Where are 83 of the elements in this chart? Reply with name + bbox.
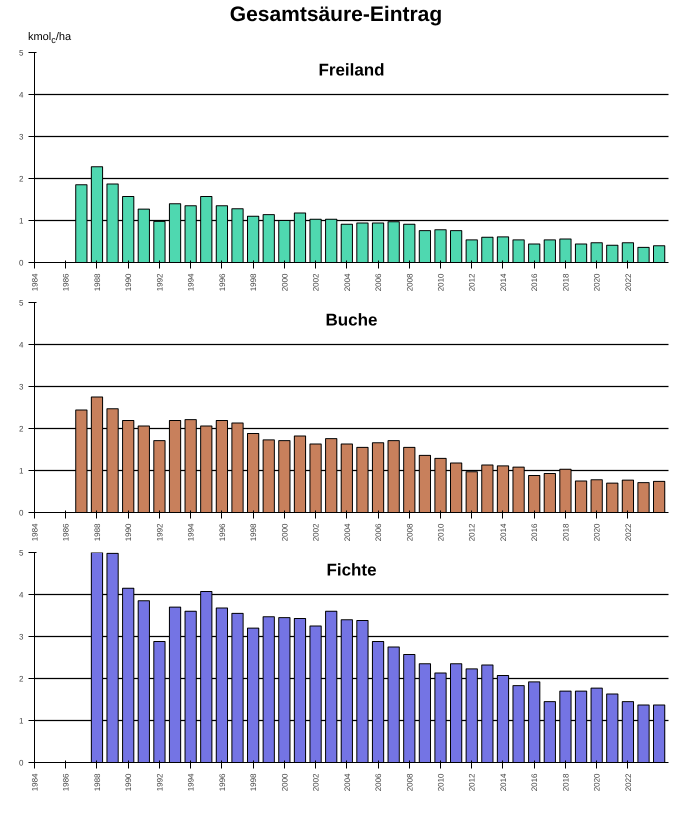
x-tick-label: 2012: [468, 772, 477, 792]
x-tick-label: 1994: [186, 522, 196, 542]
y-tick-label: 3: [19, 632, 24, 642]
x-tick-label: 1990: [124, 272, 134, 292]
chart-title: Gesamtsäure-Eintrag: [230, 2, 442, 28]
x-tick-label: 2000: [280, 772, 290, 792]
x-tick-label: 2000: [280, 522, 290, 542]
x-tick-label: 1996: [218, 772, 227, 792]
x-tick-label: 2014: [498, 272, 508, 292]
series-label: Fichte: [326, 560, 377, 580]
x-tick-label: 2008: [405, 772, 414, 792]
x-tick-label: 2004: [342, 772, 352, 792]
x-tick-label: 2010: [436, 522, 446, 542]
y-tick-label: 4: [19, 340, 24, 350]
y-tick-label: 2: [19, 174, 24, 184]
x-tick-label: 2002: [312, 272, 321, 292]
y-tick-label: 1: [19, 716, 24, 726]
x-tick-label: 2004: [342, 522, 352, 542]
x-tick-label: 1986: [62, 522, 71, 542]
y-tick-label: 5: [19, 298, 24, 308]
x-tick-label: 2006: [374, 772, 384, 792]
y-tick-label: 2: [19, 674, 24, 684]
text: Buche: [326, 310, 378, 330]
x-tick-label: 1996: [218, 272, 227, 292]
x-tick-label: 1998: [249, 272, 258, 292]
x-tick-label: 2012: [468, 272, 477, 292]
x-tick-label: 1984: [30, 522, 40, 542]
x-tick-label: 1984: [30, 272, 40, 292]
x-tick-label: 1988: [92, 522, 102, 542]
x-tick-label: 2016: [530, 772, 540, 792]
x-tick-label: 2014: [498, 522, 508, 542]
x-tick-label: 2012: [468, 522, 477, 542]
x-tick-label: 2022: [624, 772, 633, 792]
x-tick-label: 1992: [155, 522, 164, 542]
x-tick-label: 2016: [530, 522, 540, 542]
x-tick-label: 2010: [436, 272, 446, 292]
x-tick-label: 2002: [312, 522, 321, 542]
y-tick-label: 4: [19, 90, 24, 100]
y-tick-label: 4: [19, 590, 24, 600]
x-tick-label: 2022: [624, 522, 633, 542]
x-tick-label: 2020: [592, 272, 602, 292]
x-tick-label: 2018: [561, 772, 570, 792]
y-tick-label: 5: [19, 548, 24, 558]
x-tick-label: 2022: [624, 272, 633, 292]
x-tick-label: 1986: [62, 772, 71, 792]
x-tick-label: 2002: [312, 772, 321, 792]
x-tick-label: 1990: [124, 522, 134, 542]
y-tick-label: 0: [19, 258, 24, 268]
text: Freiland: [318, 60, 385, 80]
x-tick-label: 2004: [342, 272, 352, 292]
x-tick-label: 1988: [92, 772, 102, 792]
x-tick-label: 1998: [249, 772, 258, 792]
y-tick-label: 1: [19, 216, 24, 226]
x-tick-label: 1986: [62, 272, 71, 292]
x-tick-label: 2014: [498, 772, 508, 792]
y-tick-label: 3: [19, 132, 24, 142]
x-tick-label: 1984: [30, 772, 40, 792]
y-tick-label: 3: [19, 382, 24, 392]
x-tick-label: 2020: [592, 522, 602, 542]
x-tick-label: 2020: [592, 772, 602, 792]
x-tick-label: 2006: [374, 272, 384, 292]
y-tick-label: 1: [19, 466, 24, 476]
y-tick-label: 2: [19, 424, 24, 434]
x-tick-label: 2016: [530, 272, 540, 292]
y-axis-title: kmol$_{c}$/ha: [28, 30, 72, 48]
x-tick-label: 1998: [249, 522, 258, 542]
y-tick-label: 0: [19, 758, 24, 768]
x-tick-label: 1994: [186, 772, 196, 792]
x-tick-label: 2008: [405, 272, 414, 292]
x-tick-label: 2018: [561, 522, 570, 542]
x-tick-label: 1988: [92, 272, 102, 292]
x-tick-label: 2010: [436, 772, 446, 792]
x-tick-label: 2000: [280, 272, 290, 292]
x-tick-label: 1994: [186, 272, 196, 292]
x-tick-label: 2006: [374, 522, 384, 542]
x-tick-label: 2008: [405, 522, 414, 542]
x-tick-label: 2018: [561, 272, 570, 292]
x-tick-label: 1992: [155, 772, 164, 792]
y-tick-label: 0: [19, 508, 24, 518]
x-tick-label: 1990: [124, 772, 134, 792]
x-tick-label: 1996: [218, 522, 227, 542]
x-tick-label: 1992: [155, 272, 164, 292]
y-tick-label: 5: [19, 48, 24, 58]
